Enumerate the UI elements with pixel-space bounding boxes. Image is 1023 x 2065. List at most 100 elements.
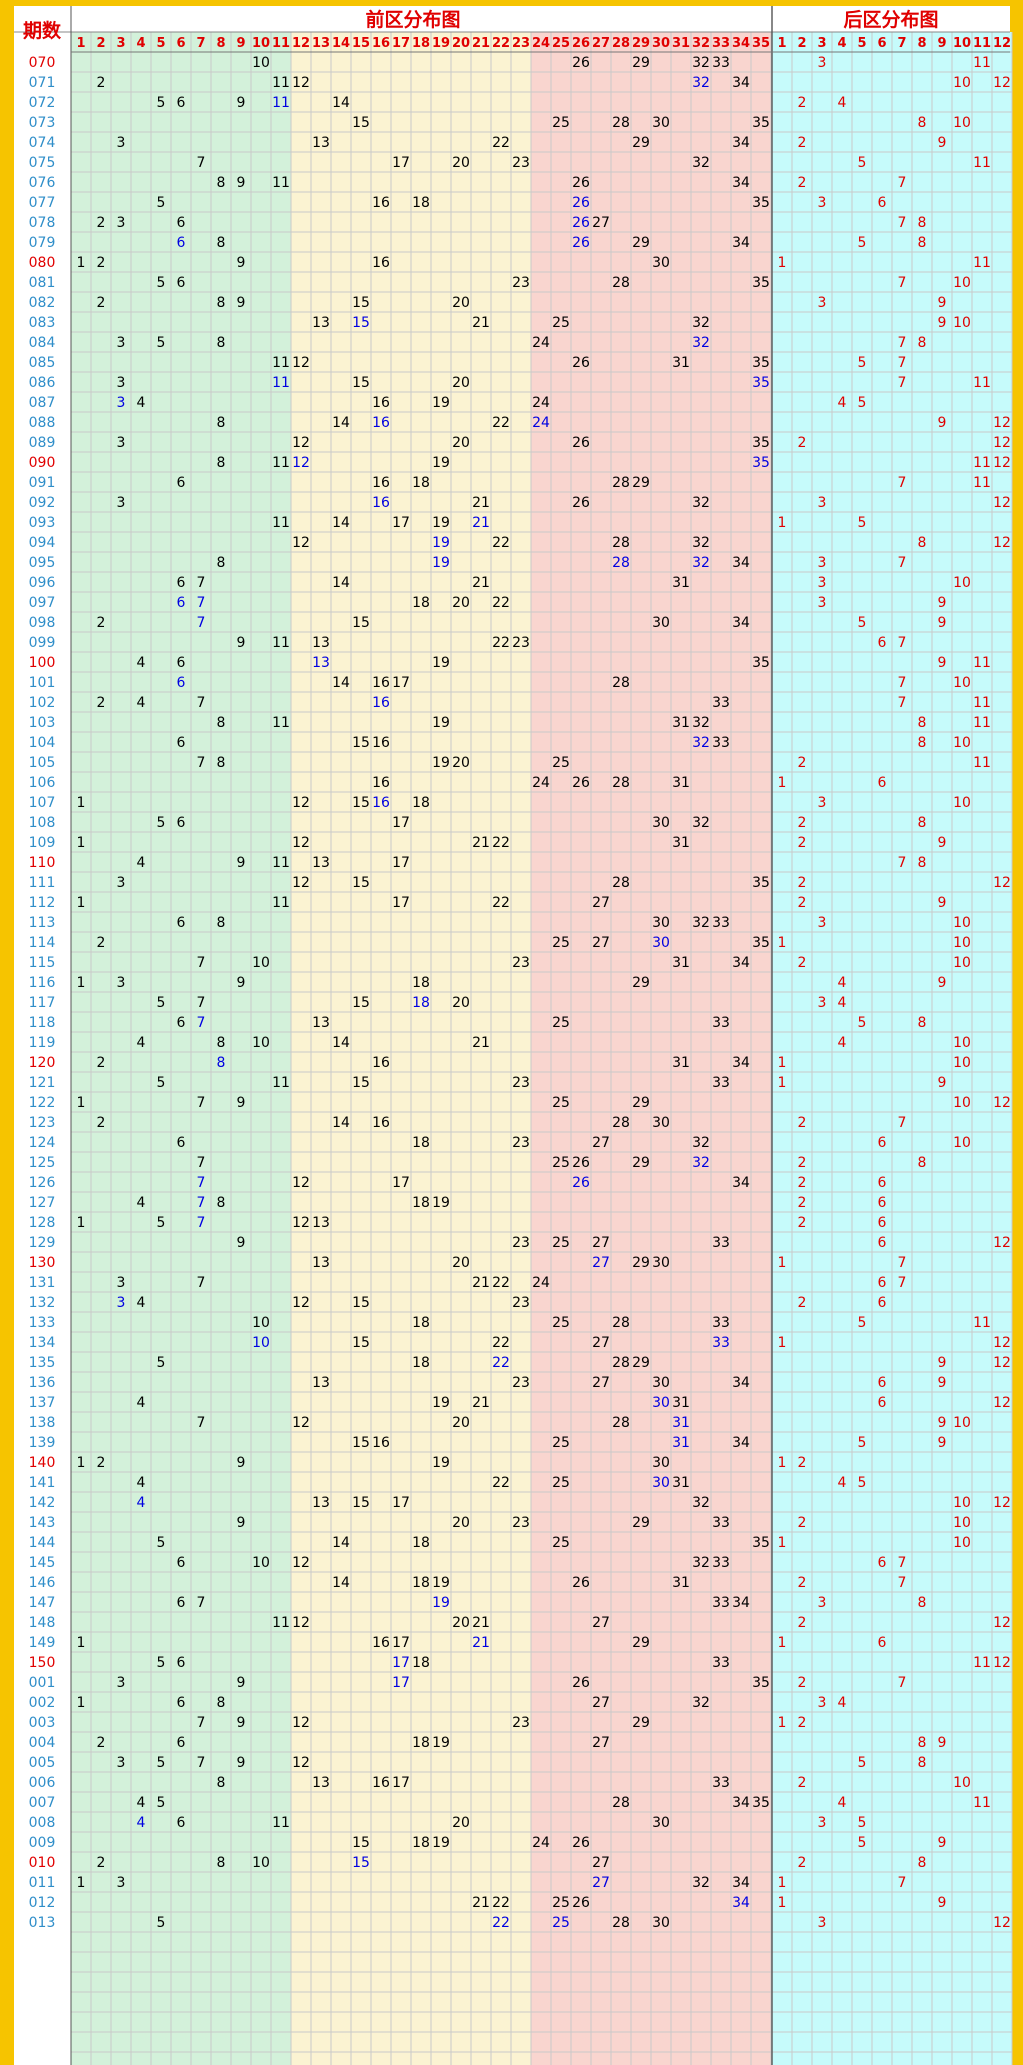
back-number: 3 xyxy=(818,915,827,931)
table-row: 141 4 22 25 30 31 4 5 xyxy=(29,1475,867,1491)
front-number: 28 xyxy=(612,275,630,291)
table-row: 070 10 26 29 32 33 3 11 xyxy=(29,55,991,71)
back-number: 2 xyxy=(798,435,807,451)
period-number: 011 xyxy=(29,1875,56,1891)
front-number: 17 xyxy=(392,895,410,911)
front-number: 25 xyxy=(552,755,570,771)
table-row: 135 5 18 22 28 29 9 12 xyxy=(29,1355,1011,1371)
front-number: 14 xyxy=(332,575,350,591)
front-number: 4 xyxy=(137,1475,146,1491)
front-number: 22 xyxy=(492,415,510,431)
front-col-label: 15 xyxy=(352,36,370,51)
front-number: 16 xyxy=(372,1055,390,1071)
back-number: 12 xyxy=(993,1355,1011,1371)
back-number: 3 xyxy=(818,595,827,611)
front-number: 26 xyxy=(572,435,590,451)
front-col-label: 27 xyxy=(592,36,610,51)
front-number: 5 xyxy=(157,1075,166,1091)
front-number: 15 xyxy=(352,115,370,131)
front-col-label: 16 xyxy=(372,36,390,51)
table-row: 009 15 18 19 24 26 5 9 xyxy=(29,1835,947,1851)
front-number: 8 xyxy=(217,755,226,771)
front-number: 17 xyxy=(392,1775,410,1791)
front-number: 23 xyxy=(512,1295,530,1311)
front-number: 5 xyxy=(157,1355,166,1371)
front-number: 33 xyxy=(712,695,730,711)
front-number: 18 xyxy=(412,1135,430,1151)
period-number: 074 xyxy=(29,135,56,151)
front-number: 15 xyxy=(352,1835,370,1851)
front-number: 11 xyxy=(272,715,290,731)
back-number: 7 xyxy=(898,855,907,871)
back-number: 2 xyxy=(798,1215,807,1231)
front-number: 19 xyxy=(432,515,450,531)
back-number: 12 xyxy=(993,1615,1011,1631)
table-row: 136 13 23 27 30 34 6 9 xyxy=(29,1375,947,1391)
front-number: 15 xyxy=(352,295,370,311)
back-number: 5 xyxy=(858,1755,867,1771)
front-number: 26 xyxy=(572,55,590,71)
table-row: 121 5 11 15 23 33 1 9 xyxy=(29,1075,947,1091)
front-number: 20 xyxy=(452,1415,470,1431)
table-row: 110 4 9 11 13 17 7 8 xyxy=(29,855,927,871)
front-number: 8 xyxy=(217,915,226,931)
back-number: 3 xyxy=(818,575,827,591)
back-number: 7 xyxy=(898,335,907,351)
front-number: 31 xyxy=(672,1575,690,1591)
back-number: 4 xyxy=(838,95,847,111)
front-number: 12 xyxy=(292,1415,310,1431)
back-col-label: 9 xyxy=(937,36,946,51)
front-col-label: 4 xyxy=(136,36,145,51)
back-number: 6 xyxy=(878,1395,887,1411)
period-number: 007 xyxy=(29,1795,56,1811)
front-number: 19 xyxy=(432,1575,450,1591)
front-number: 12 xyxy=(292,75,310,91)
front-number: 26 xyxy=(572,495,590,511)
table-row: 102 2 4 7 16 33 7 11 xyxy=(29,695,991,711)
back-number: 9 xyxy=(938,975,947,991)
back-number: 6 xyxy=(878,1635,887,1651)
front-number: 6 xyxy=(177,1735,186,1751)
back-number: 9 xyxy=(938,1355,947,1371)
front-number: 18 xyxy=(412,1655,430,1671)
front-number: 8 xyxy=(217,175,226,191)
back-number: 9 xyxy=(938,1415,947,1431)
table-row: 089 3 12 20 26 35 2 12 xyxy=(29,435,1011,451)
front-col-label: 23 xyxy=(512,36,530,51)
front-number: 15 xyxy=(352,735,370,751)
front-number: 32 xyxy=(692,155,710,171)
period-number: 113 xyxy=(29,915,56,931)
table-row: 113 6 8 30 32 33 3 10 xyxy=(29,915,971,931)
back-number: 11 xyxy=(973,55,991,71)
front-number: 12 xyxy=(292,1295,310,1311)
front-number: 5 xyxy=(157,1915,166,1931)
front-number: 18 xyxy=(412,1735,430,1751)
front-number: 20 xyxy=(452,995,470,1011)
front-number: 28 xyxy=(612,1795,630,1811)
table-row: 087 3 4 16 19 24 4 5 xyxy=(29,395,867,411)
table-row: 127 4 7 8 18 19 2 6 xyxy=(29,1195,887,1211)
front-number: 15 xyxy=(352,615,370,631)
front-number: 9 xyxy=(237,95,246,111)
period-number: 136 xyxy=(29,1375,56,1391)
front-number: 25 xyxy=(552,1475,570,1491)
back-number: 8 xyxy=(918,215,927,231)
table-row: 001 3 9 17 26 35 2 7 xyxy=(29,1675,907,1691)
front-number: 19 xyxy=(432,395,450,411)
front-number: 4 xyxy=(137,395,146,411)
period-number: 117 xyxy=(29,995,56,1011)
front-number: 6 xyxy=(177,595,186,611)
period-number: 100 xyxy=(29,655,56,671)
back-number: 1 xyxy=(778,1875,787,1891)
front-number: 15 xyxy=(352,795,370,811)
front-number: 30 xyxy=(652,1455,670,1471)
front-number: 26 xyxy=(572,215,590,231)
period-number: 073 xyxy=(29,115,56,131)
front-number: 18 xyxy=(412,475,430,491)
back-number: 11 xyxy=(973,1315,991,1331)
front-number: 21 xyxy=(472,315,490,331)
front-number: 32 xyxy=(692,1875,710,1891)
front-number: 7 xyxy=(197,1015,206,1031)
front-number: 31 xyxy=(672,715,690,731)
front-number: 15 xyxy=(352,1075,370,1091)
